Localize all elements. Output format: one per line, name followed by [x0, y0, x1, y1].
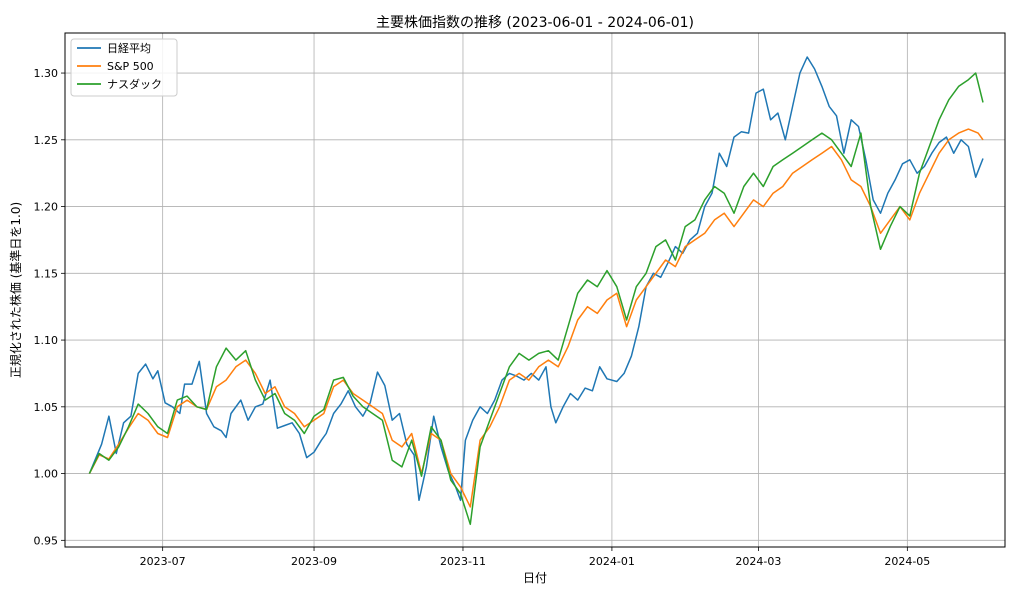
- grid-lines: [65, 33, 1005, 547]
- x-tick-label: 2024-03: [735, 555, 781, 568]
- y-tick-label: 1.30: [34, 67, 59, 80]
- series-lines: [88, 56, 984, 526]
- y-tick-label: 1.05: [34, 401, 59, 414]
- x-axis-label: 日付: [523, 571, 547, 585]
- y-axis-label: 正規化された株価 (基準日を1.0): [8, 202, 23, 378]
- y-tick-label: 1.25: [34, 134, 59, 147]
- legend-label: 日経平均: [107, 42, 151, 55]
- y-tick-label: 1.20: [34, 201, 59, 214]
- legend: 日経平均 S&P 500 ナスダック: [70, 38, 178, 97]
- x-tick-label: 2023-09: [291, 555, 337, 568]
- x-tick-label: 2024-05: [884, 555, 930, 568]
- series-line-1: [88, 128, 984, 508]
- series-line-0: [88, 56, 984, 502]
- x-tick-label: 2024-01: [589, 555, 635, 568]
- y-tick-label: 1.00: [34, 468, 59, 481]
- legend-label: S&P 500: [107, 60, 154, 73]
- legend-box: [70, 38, 178, 97]
- axis-ticks: 2023-07 2023-09 2023-11 2024-01 2024-03 2024-…: [34, 67, 931, 568]
- y-tick-label: 1.15: [34, 267, 59, 280]
- series-line-2: [88, 72, 984, 526]
- legend-label: ナスダック: [107, 77, 162, 91]
- plot-area-frame: [64, 32, 1006, 548]
- y-tick-label: 0.95: [34, 534, 59, 547]
- y-tick-label: 1.10: [34, 334, 59, 347]
- chart-title: 主要株価指数の推移 (2023-06-01 - 2024-06-01): [376, 15, 694, 31]
- x-tick-label: 2023-11: [440, 555, 486, 568]
- x-tick-label: 2023-07: [140, 555, 186, 568]
